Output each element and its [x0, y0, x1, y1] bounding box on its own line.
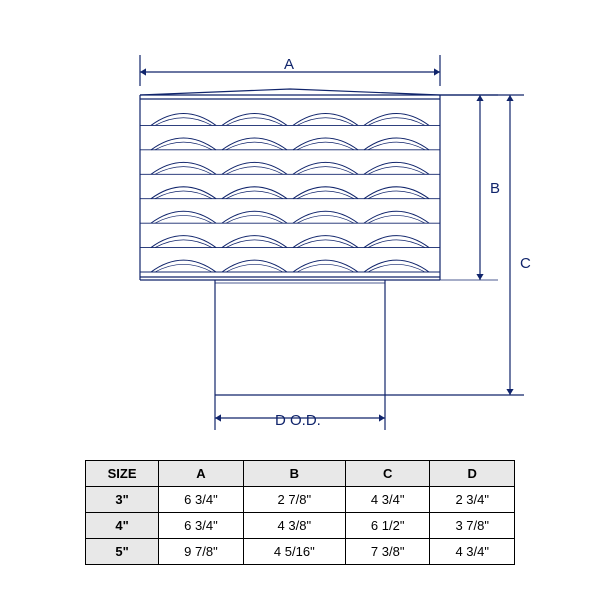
col-D: D: [430, 461, 515, 487]
col-A: A: [159, 461, 244, 487]
dim-label-A: A: [284, 56, 294, 73]
col-C: C: [345, 461, 430, 487]
table-cell: 2 7/8": [243, 487, 345, 513]
table-cell: 4 3/4": [345, 487, 430, 513]
table-cell: 9 7/8": [159, 539, 244, 565]
table-cell: 7 3/8": [345, 539, 430, 565]
table-cell: 3": [86, 487, 159, 513]
table-cell: 6 3/4": [159, 487, 244, 513]
col-B: B: [243, 461, 345, 487]
table-cell: 4 3/4": [430, 539, 515, 565]
table-header-row: SIZE A B C D: [86, 461, 515, 487]
table-cell: 6 1/2": [345, 513, 430, 539]
table-row: 5"9 7/8"4 5/16"7 3/8"4 3/4": [86, 539, 515, 565]
page: A B C D O.D. SIZE A B C D 3"6 3/4"2 7/8"…: [0, 0, 600, 600]
table-cell: 2 3/4": [430, 487, 515, 513]
dim-label-B: B: [490, 180, 500, 197]
table-cell: 4": [86, 513, 159, 539]
dimension-table: SIZE A B C D 3"6 3/4"2 7/8"4 3/4"2 3/4"4…: [85, 460, 515, 565]
table-row: 4"6 3/4"4 3/8"6 1/2"3 7/8": [86, 513, 515, 539]
dim-label-D: D O.D.: [275, 412, 321, 429]
table-cell: 4 5/16": [243, 539, 345, 565]
diagram-svg: [0, 0, 600, 440]
table-row: 3"6 3/4"2 7/8"4 3/4"2 3/4": [86, 487, 515, 513]
spec-table: SIZE A B C D 3"6 3/4"2 7/8"4 3/4"2 3/4"4…: [85, 460, 515, 565]
table-cell: 5": [86, 539, 159, 565]
dim-label-C: C: [520, 255, 531, 272]
col-size: SIZE: [86, 461, 159, 487]
dimensional-diagram: A B C D O.D.: [0, 0, 600, 440]
table-cell: 4 3/8": [243, 513, 345, 539]
table-cell: 3 7/8": [430, 513, 515, 539]
table-cell: 6 3/4": [159, 513, 244, 539]
